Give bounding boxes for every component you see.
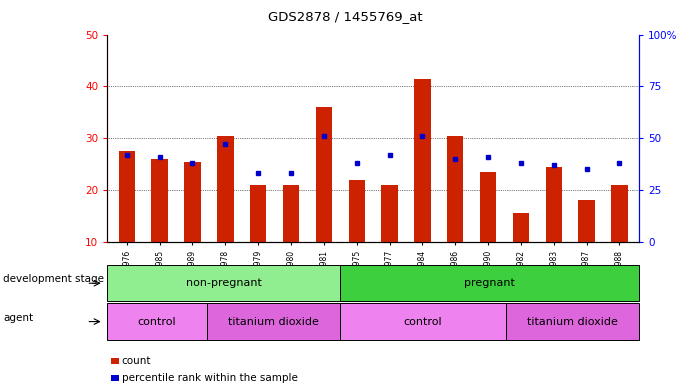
Bar — [480, 172, 496, 242]
Bar — [184, 162, 200, 242]
Text: count: count — [122, 356, 151, 366]
Bar — [447, 136, 464, 242]
Bar — [151, 159, 168, 242]
Bar — [348, 180, 365, 242]
Bar — [316, 107, 332, 242]
Text: titanium dioxide: titanium dioxide — [228, 316, 319, 327]
Text: pregnant: pregnant — [464, 278, 515, 288]
Bar — [612, 185, 627, 242]
Bar — [119, 151, 135, 242]
Bar — [217, 136, 234, 242]
Text: non-pregnant: non-pregnant — [186, 278, 261, 288]
Text: percentile rank within the sample: percentile rank within the sample — [122, 373, 298, 383]
Bar — [283, 185, 299, 242]
Bar — [414, 79, 430, 242]
Text: GDS2878 / 1455769_at: GDS2878 / 1455769_at — [268, 10, 423, 23]
Text: development stage: development stage — [3, 274, 104, 285]
Text: agent: agent — [3, 313, 34, 323]
Bar — [250, 185, 267, 242]
Bar — [381, 185, 398, 242]
Bar — [513, 214, 529, 242]
Bar — [546, 167, 562, 242]
Text: control: control — [404, 316, 442, 327]
Text: titanium dioxide: titanium dioxide — [527, 316, 618, 327]
Bar — [578, 200, 595, 242]
Text: control: control — [138, 316, 176, 327]
